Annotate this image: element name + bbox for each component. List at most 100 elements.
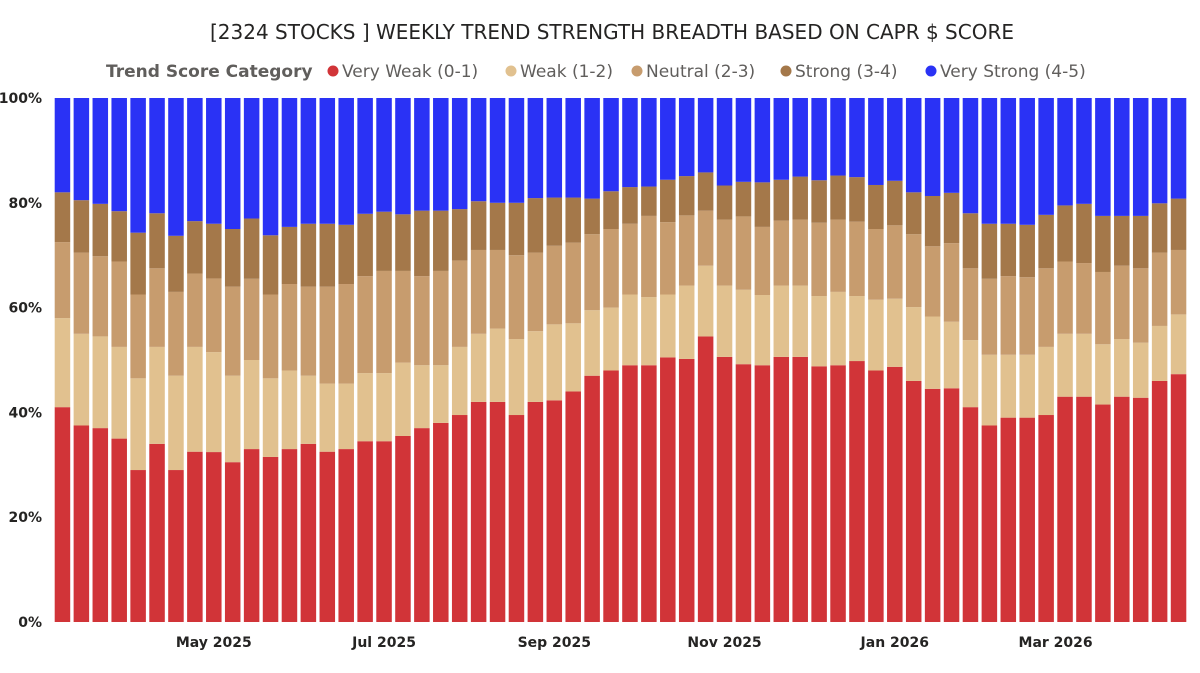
bar-stack[interactable]: [887, 98, 903, 622]
bar-segment[interactable]: [376, 211, 392, 271]
bar-segment[interactable]: [1019, 354, 1035, 418]
bar-segment[interactable]: [641, 186, 657, 216]
bar-segment[interactable]: [962, 268, 979, 341]
bar-segment[interactable]: [92, 336, 109, 429]
bar-segment[interactable]: [1057, 261, 1073, 334]
bar-segment[interactable]: [1038, 346, 1054, 416]
bar-segment[interactable]: [981, 425, 998, 623]
bar-segment[interactable]: [924, 388, 941, 622]
bar-segment[interactable]: [319, 451, 336, 622]
bar-segment[interactable]: [508, 415, 525, 622]
bar-segment[interactable]: [489, 328, 506, 402]
bar-stack[interactable]: [262, 98, 279, 622]
bar-segment[interactable]: [508, 255, 525, 340]
bar-segment[interactable]: [924, 195, 941, 247]
bar-stack[interactable]: [130, 98, 146, 622]
bar-segment[interactable]: [1057, 333, 1073, 397]
bar-segment[interactable]: [300, 443, 317, 622]
bar-segment[interactable]: [1114, 215, 1130, 266]
bar-segment[interactable]: [414, 365, 430, 429]
bar-segment[interactable]: [1038, 415, 1054, 622]
bar-segment[interactable]: [262, 294, 279, 379]
bar-stack[interactable]: [868, 98, 884, 622]
bar-stack[interactable]: [451, 98, 468, 622]
bar-segment[interactable]: [451, 260, 468, 347]
bar-segment[interactable]: [1019, 417, 1035, 622]
bar-segment[interactable]: [357, 276, 373, 374]
bar-stack[interactable]: [981, 98, 998, 623]
bar-segment[interactable]: [357, 373, 373, 442]
bar-stack[interactable]: [1076, 98, 1092, 622]
bar-stack[interactable]: [1132, 98, 1149, 622]
bar-segment[interactable]: [811, 180, 827, 223]
bar-segment[interactable]: [262, 98, 279, 236]
bar-segment[interactable]: [111, 346, 127, 439]
bar-stack[interactable]: [414, 98, 430, 622]
bar-segment[interactable]: [395, 435, 411, 622]
bar-segment[interactable]: [565, 98, 581, 198]
bar-stack[interactable]: [697, 98, 714, 622]
bar-segment[interactable]: [565, 323, 581, 392]
bar-stack[interactable]: [1170, 98, 1187, 622]
bar-stack[interactable]: [924, 98, 941, 622]
bar-segment[interactable]: [735, 289, 752, 365]
bar-segment[interactable]: [1095, 98, 1111, 216]
bar-segment[interactable]: [224, 229, 241, 287]
bar-stack[interactable]: [678, 98, 695, 622]
bar-segment[interactable]: [584, 198, 600, 235]
bar-segment[interactable]: [1151, 98, 1168, 204]
bar-segment[interactable]: [584, 375, 600, 622]
bar-segment[interactable]: [622, 98, 638, 188]
bar-segment[interactable]: [773, 220, 790, 286]
bar-segment[interactable]: [811, 222, 827, 297]
bar-segment[interactable]: [376, 98, 392, 212]
bar-segment[interactable]: [338, 449, 354, 622]
bar-segment[interactable]: [660, 179, 676, 223]
bar-segment[interactable]: [1038, 214, 1054, 269]
bar-stack[interactable]: [1019, 98, 1035, 622]
bar-segment[interactable]: [754, 295, 771, 366]
bar-stack[interactable]: [224, 98, 241, 622]
bar-segment[interactable]: [470, 333, 487, 402]
bar-segment[interactable]: [584, 234, 600, 311]
bar-segment[interactable]: [716, 285, 733, 357]
bar-segment[interactable]: [395, 270, 411, 363]
bar-segment[interactable]: [527, 252, 544, 332]
bar-stack[interactable]: [300, 98, 317, 622]
bar-segment[interactable]: [811, 98, 827, 181]
bar-segment[interactable]: [527, 331, 544, 402]
bar-segment[interactable]: [868, 299, 884, 371]
bar-segment[interactable]: [1132, 268, 1149, 343]
bar-segment[interactable]: [224, 375, 241, 463]
bar-segment[interactable]: [1132, 397, 1149, 622]
bar-segment[interactable]: [565, 391, 581, 622]
bar-stack[interactable]: [395, 98, 411, 622]
bar-segment[interactable]: [206, 278, 222, 353]
bar-segment[interactable]: [338, 224, 354, 285]
bar-segment[interactable]: [887, 180, 903, 226]
bar-segment[interactable]: [508, 202, 525, 256]
bar-segment[interactable]: [584, 98, 600, 199]
legend-item[interactable]: Very Strong (4-5): [925, 62, 1086, 82]
bar-segment[interactable]: [1095, 404, 1111, 622]
bar-segment[interactable]: [641, 215, 657, 298]
bar-segment[interactable]: [1000, 417, 1017, 622]
bar-segment[interactable]: [697, 336, 714, 622]
bar-segment[interactable]: [187, 346, 203, 452]
bar-segment[interactable]: [376, 270, 392, 374]
bar-segment[interactable]: [470, 201, 487, 250]
bar-segment[interactable]: [603, 191, 619, 229]
bar-segment[interactable]: [962, 213, 979, 269]
bar-segment[interactable]: [243, 218, 260, 279]
bar-segment[interactable]: [433, 210, 449, 271]
bar-segment[interactable]: [168, 470, 184, 622]
bar-segment[interactable]: [1000, 276, 1017, 355]
bar-stack[interactable]: [319, 98, 336, 622]
bar-segment[interactable]: [773, 285, 790, 357]
bar-stack[interactable]: [1038, 98, 1054, 622]
bar-segment[interactable]: [754, 182, 771, 227]
bar-segment[interactable]: [281, 449, 298, 622]
bar-stack[interactable]: [527, 98, 544, 622]
bar-segment[interactable]: [395, 214, 411, 271]
bar-stack[interactable]: [943, 98, 960, 622]
